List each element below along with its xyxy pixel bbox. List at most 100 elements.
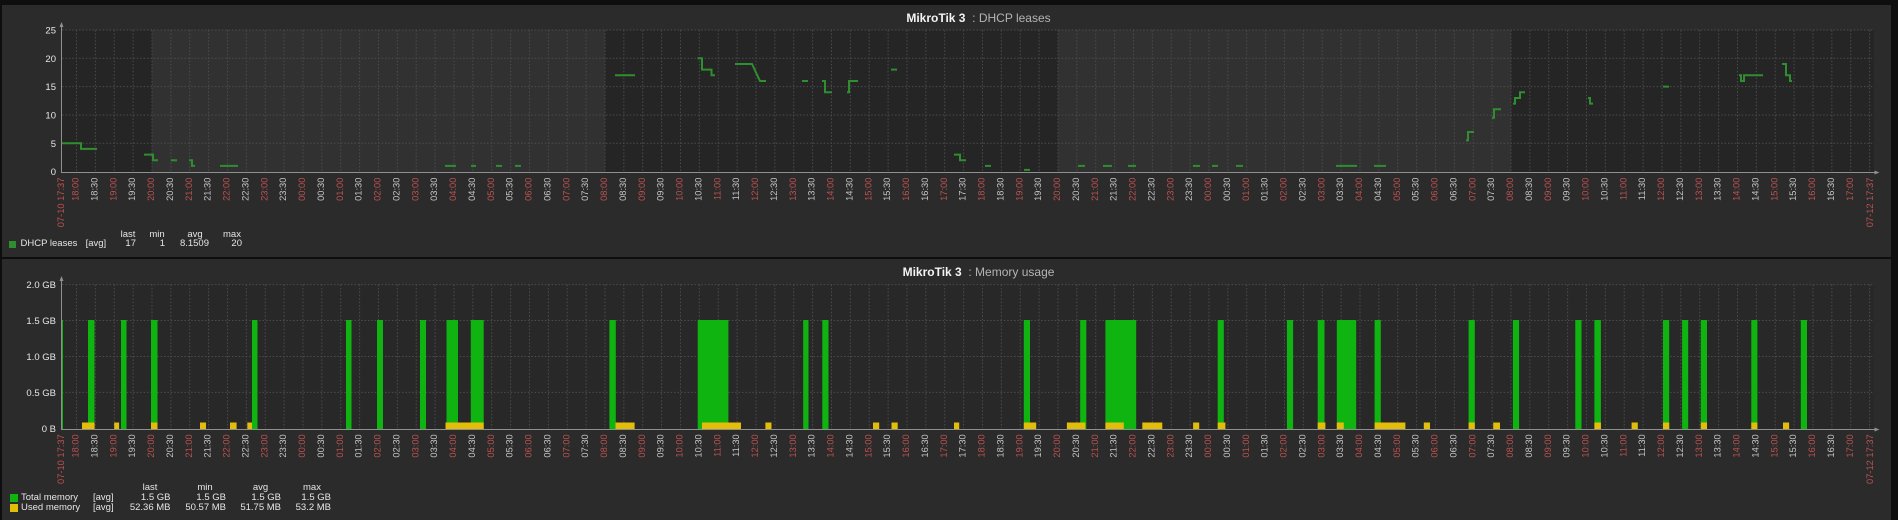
svg-text:04:30: 04:30	[1373, 434, 1383, 457]
svg-text:13:30: 13:30	[1713, 434, 1723, 457]
svg-text:12:00: 12:00	[1656, 434, 1666, 457]
svg-text:16:30: 16:30	[1826, 178, 1836, 201]
svg-text:19:00: 19:00	[108, 434, 118, 457]
svg-text:03:00: 03:00	[1316, 178, 1326, 201]
svg-text:12:00: 12:00	[750, 178, 760, 201]
svg-text:11:30: 11:30	[731, 178, 741, 201]
svg-text:10:00: 10:00	[675, 434, 685, 457]
svg-text:20:30: 20:30	[1071, 178, 1081, 201]
svg-text:08:30: 08:30	[1524, 434, 1534, 457]
svg-text:15:00: 15:00	[863, 178, 873, 201]
svg-text:10: 10	[45, 111, 56, 122]
svg-text:22:00: 22:00	[222, 434, 232, 457]
svg-text:14:30: 14:30	[1750, 434, 1760, 457]
svg-text:08:30: 08:30	[618, 178, 628, 201]
svg-text:12:30: 12:30	[1675, 178, 1685, 201]
svg-text:00:00: 00:00	[1203, 434, 1213, 457]
svg-text:23:30: 23:30	[278, 434, 288, 457]
svg-text:1.0 GB: 1.0 GB	[26, 352, 56, 363]
svg-text:17:00: 17:00	[1845, 434, 1855, 457]
svg-text:02:00: 02:00	[1279, 434, 1289, 457]
svg-text:16:00: 16:00	[901, 434, 911, 457]
svg-text:05:00: 05:00	[1392, 434, 1402, 457]
svg-text:07:30: 07:30	[580, 178, 590, 201]
svg-text:21:00: 21:00	[184, 178, 194, 201]
svg-text:0.5 GB: 0.5 GB	[26, 388, 56, 399]
svg-text:16:30: 16:30	[920, 178, 930, 201]
svg-text:07:30: 07:30	[580, 434, 590, 457]
svg-text:05:00: 05:00	[1392, 178, 1402, 201]
svg-text:03:30: 03:30	[429, 434, 439, 457]
svg-text:12:30: 12:30	[1675, 434, 1685, 457]
svg-text:22:00: 22:00	[222, 178, 232, 201]
svg-text:21:30: 21:30	[1109, 178, 1119, 201]
svg-text:23:00: 23:00	[1165, 434, 1175, 457]
svg-text:07:00: 07:00	[561, 178, 571, 201]
svg-text:13:30: 13:30	[807, 434, 817, 457]
svg-text:18:00: 18:00	[977, 434, 987, 457]
svg-text:02:00: 02:00	[373, 434, 383, 457]
svg-text:07-10 17:37: 07-10 17:37	[56, 434, 66, 484]
svg-text:18:30: 18:30	[89, 178, 99, 201]
svg-text:19:00: 19:00	[1014, 434, 1024, 457]
svg-text:08:30: 08:30	[1524, 178, 1534, 201]
svg-text:02:30: 02:30	[1297, 434, 1307, 457]
svg-text:03:30: 03:30	[1335, 178, 1345, 201]
svg-text:05:30: 05:30	[1411, 434, 1421, 457]
svg-text:00:30: 00:30	[1222, 434, 1232, 457]
svg-text:19:00: 19:00	[1014, 178, 1024, 201]
svg-text:01:30: 01:30	[354, 178, 364, 201]
svg-text:06:00: 06:00	[1430, 434, 1440, 457]
svg-text:16:00: 16:00	[1807, 434, 1817, 457]
svg-text:12:00: 12:00	[1656, 178, 1666, 201]
svg-text:02:00: 02:00	[1279, 178, 1289, 201]
svg-text:04:30: 04:30	[467, 178, 477, 201]
svg-text:07-10 17:37: 07-10 17:37	[56, 178, 66, 228]
svg-text:21:00: 21:00	[1090, 178, 1100, 201]
svg-text:13:00: 13:00	[788, 178, 798, 201]
svg-text:03:00: 03:00	[410, 434, 420, 457]
svg-text:20: 20	[45, 54, 56, 65]
svg-text:23:30: 23:30	[1184, 434, 1194, 457]
svg-text:09:30: 09:30	[656, 434, 666, 457]
svg-text:06:30: 06:30	[542, 434, 552, 457]
svg-text:14:30: 14:30	[844, 178, 854, 201]
svg-text:05:00: 05:00	[486, 434, 496, 457]
svg-text:03:30: 03:30	[1335, 434, 1345, 457]
svg-text:01:30: 01:30	[1260, 178, 1270, 201]
svg-text:01:00: 01:00	[1241, 434, 1251, 457]
svg-text:0: 0	[51, 167, 56, 178]
svg-text:08:30: 08:30	[618, 434, 628, 457]
svg-text:07:30: 07:30	[1486, 178, 1496, 201]
svg-text:13:30: 13:30	[1713, 178, 1723, 201]
svg-text:22:30: 22:30	[1146, 434, 1156, 457]
svg-text:17:00: 17:00	[939, 178, 949, 201]
svg-text:11:00: 11:00	[712, 178, 722, 201]
svg-text:04:00: 04:00	[1354, 178, 1364, 201]
svg-text:07:00: 07:00	[1467, 178, 1477, 201]
svg-text:20:30: 20:30	[165, 434, 175, 457]
svg-text:06:00: 06:00	[524, 434, 534, 457]
svg-text:09:00: 09:00	[1543, 434, 1553, 457]
svg-text:11:00: 11:00	[1618, 178, 1628, 201]
svg-text:09:00: 09:00	[1543, 178, 1553, 201]
svg-text:18:30: 18:30	[89, 434, 99, 457]
svg-text:10:30: 10:30	[1599, 434, 1609, 457]
svg-text:08:00: 08:00	[599, 434, 609, 457]
svg-text:13:30: 13:30	[807, 178, 817, 201]
svg-text:05:00: 05:00	[486, 178, 496, 201]
svg-text:21:00: 21:00	[184, 434, 194, 457]
svg-text:23:00: 23:00	[1165, 178, 1175, 201]
svg-text:17:30: 17:30	[958, 178, 968, 201]
svg-text:00:00: 00:00	[297, 434, 307, 457]
svg-text:09:00: 09:00	[637, 434, 647, 457]
svg-text:19:30: 19:30	[1033, 178, 1043, 201]
svg-text:12:30: 12:30	[769, 434, 779, 457]
svg-text:22:30: 22:30	[1146, 178, 1156, 201]
svg-text:01:00: 01:00	[1241, 178, 1251, 201]
svg-text:09:30: 09:30	[1562, 434, 1572, 457]
svg-text:19:00: 19:00	[108, 178, 118, 201]
svg-text:04:00: 04:00	[1354, 434, 1364, 457]
svg-text:14:00: 14:00	[1732, 434, 1742, 457]
svg-text:15:00: 15:00	[1769, 434, 1779, 457]
